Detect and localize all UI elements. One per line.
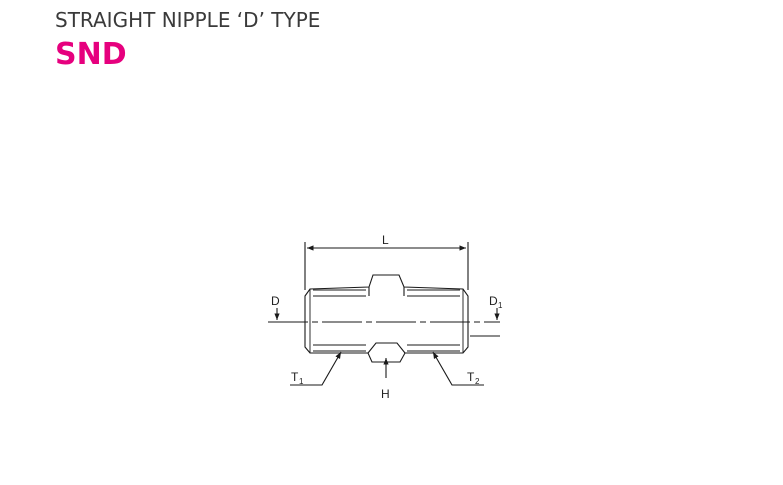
left-diameter-label: D	[271, 294, 280, 308]
product-code: SND	[55, 37, 127, 72]
t1-leader	[290, 351, 342, 386]
right-thread-label: T	[467, 370, 475, 384]
right-diameter-label: D	[489, 294, 498, 308]
page-title: STRAIGHT NIPPLE ‘D’ TYPE	[55, 8, 321, 32]
right-thread-lines	[407, 289, 464, 353]
nipple-outline	[304, 274, 469, 363]
left-thread-label: T	[291, 370, 299, 384]
right-diameter-subscript: 1	[498, 301, 503, 310]
left-thread-lines	[309, 289, 366, 353]
length-label: L	[382, 233, 389, 247]
hex-inner-bottom	[367, 342, 406, 354]
hex-label: H	[381, 387, 390, 401]
right-thread-subscript: 2	[475, 377, 480, 386]
left-thread-subscript: 1	[299, 377, 304, 386]
hex-inner-top	[368, 287, 405, 296]
t2-leader	[432, 351, 484, 386]
